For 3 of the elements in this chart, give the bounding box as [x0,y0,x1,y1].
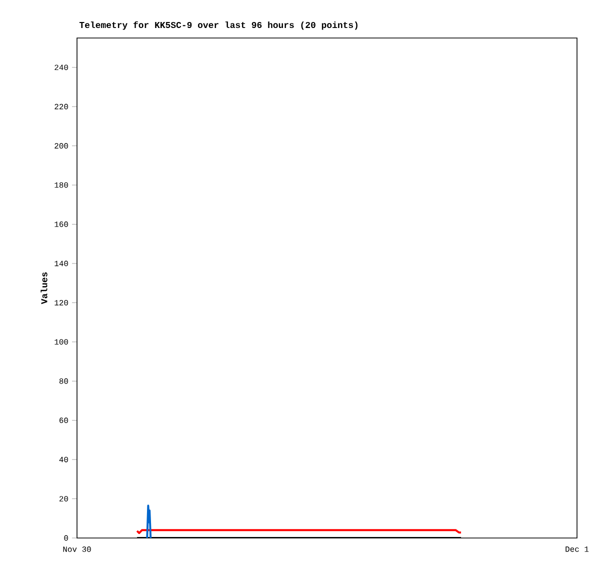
y-axis-title: Values [40,272,48,304]
chart-title: Telemetry for KK5SC-9 over last 96 hours (20 points) [79,21,358,30]
line-series [146,504,152,538]
